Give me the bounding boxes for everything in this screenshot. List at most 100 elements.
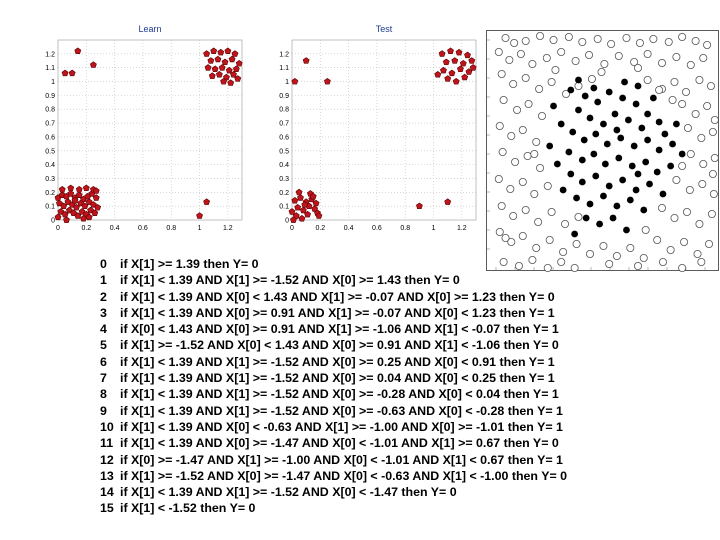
- class-open-point: [649, 35, 658, 43]
- class-open-point: [535, 85, 544, 94]
- rule-index: 1: [100, 273, 107, 288]
- learn-y-tick-label: 1: [51, 79, 55, 86]
- class-open-point: [670, 78, 679, 87]
- test-y-tick-label: 0: [285, 218, 289, 225]
- test-data-point: [315, 212, 323, 219]
- test-data-point: [461, 73, 469, 81]
- class-filled-point: [603, 140, 611, 148]
- learn-data-point: [58, 185, 66, 193]
- class-open-point: [697, 134, 706, 143]
- class-open-point: [574, 212, 583, 221]
- test-x-tick-label: 0.6: [372, 225, 382, 232]
- class-open-point: [534, 217, 543, 226]
- learn-data-point: [57, 208, 65, 215]
- learn-data-point: [227, 79, 235, 86]
- class-open-point: [564, 33, 573, 41]
- class-open-point: [664, 37, 673, 46]
- test-x-tick-label: 0.4: [344, 225, 354, 232]
- learn-data-point: [78, 208, 86, 215]
- learn-data-point: [210, 47, 218, 54]
- test-x-tick-label: 0.2: [315, 225, 325, 232]
- class-filled-point: [553, 160, 561, 168]
- test-data-point: [312, 199, 320, 207]
- test-data-point: [464, 51, 471, 59]
- class-filled-point: [586, 114, 594, 122]
- test-y-tick-label: 0.5: [279, 148, 289, 155]
- learn-data-point: [220, 77, 227, 85]
- learn-data-point: [85, 213, 93, 221]
- learn-data-point: [234, 75, 242, 82]
- class-filled-point: [546, 142, 554, 150]
- class-open-point: [523, 152, 532, 161]
- class-filled-point: [594, 98, 602, 106]
- class-open-point: [599, 241, 608, 250]
- learn-data-point: [87, 206, 94, 214]
- class-open-point: [521, 205, 530, 214]
- class-open-point: [574, 82, 583, 91]
- class-filled-point: [655, 146, 663, 154]
- learn-data-point: [91, 209, 99, 216]
- learn-y-tick-label: 0.8: [45, 107, 55, 114]
- rule-text: if X[1] >= -1.52 AND X[0] < 1.43 AND X[0…: [120, 338, 559, 353]
- class-filled-point: [667, 162, 675, 170]
- class-open-point: [542, 53, 551, 62]
- learn-data-point: [68, 69, 76, 77]
- learn-y-tick-label: 0: [51, 218, 55, 225]
- class-open-point: [699, 159, 708, 168]
- learn-data-point: [65, 206, 73, 214]
- test-data-point: [459, 59, 467, 67]
- class-filled-point: [634, 82, 642, 90]
- learn-data-point: [231, 50, 239, 57]
- class-filled-point: [586, 200, 594, 208]
- rule-index: 2: [100, 289, 107, 304]
- class-open-point: [678, 263, 687, 272]
- class-filled-point: [573, 194, 580, 202]
- class-open-point: [532, 243, 541, 252]
- class-filled-point: [550, 102, 557, 110]
- class-open-point: [587, 75, 596, 84]
- test-data-point: [438, 50, 446, 57]
- class-filled-point: [575, 106, 582, 114]
- class-open-point: [494, 174, 503, 183]
- class-filled-point: [592, 172, 600, 180]
- test-data-point: [291, 197, 299, 204]
- test-y-tick-label: 0.6: [279, 134, 289, 141]
- test-data-point: [298, 215, 306, 222]
- class-open-point: [557, 257, 566, 266]
- rule-text: if X[1] < 1.39 AND X[1] >= -1.52 AND X[0…: [120, 387, 559, 402]
- class-filled-point: [640, 206, 648, 214]
- learn-data-point: [224, 47, 232, 54]
- class-open-point: [708, 169, 717, 178]
- class-open-point: [693, 249, 702, 258]
- class-filled-point: [615, 154, 623, 162]
- class-scatter-plot: [486, 30, 719, 272]
- class-filled-point: [621, 78, 628, 86]
- class-open-point: [653, 235, 662, 244]
- learn-data-point: [74, 47, 82, 54]
- class-open-point: [514, 261, 523, 270]
- class-open-point: [536, 163, 545, 172]
- rule-index: 14: [100, 485, 114, 500]
- learn-data-point: [70, 209, 77, 216]
- test-data-point: [299, 206, 307, 214]
- class-open-point: [547, 207, 556, 216]
- test-data-point: [288, 208, 296, 215]
- test-x-tick-label: 0: [290, 225, 294, 232]
- learn-data-point: [208, 72, 216, 79]
- test-data-point: [323, 77, 331, 85]
- rule-row: 9 if X[1] < 1.39 AND X[1] >= -1.52 AND X[…: [100, 403, 567, 419]
- learn-data-point: [56, 199, 63, 207]
- class-open-point: [670, 213, 679, 222]
- class-open-point: [509, 80, 518, 89]
- learn-y-tick-label: 0.2: [45, 190, 55, 197]
- class-open-point: [532, 138, 541, 147]
- learn-x-tick-label: 0: [56, 225, 60, 232]
- test-y-tick-label: 0.1: [279, 204, 289, 211]
- class-open-point: [505, 55, 514, 64]
- rule-index: 3: [100, 305, 107, 320]
- class-filled-point: [613, 202, 621, 210]
- class-open-point: [530, 150, 539, 159]
- test-data-point: [457, 65, 464, 72]
- class-open-point: [707, 209, 716, 218]
- learn-data-point: [67, 190, 75, 197]
